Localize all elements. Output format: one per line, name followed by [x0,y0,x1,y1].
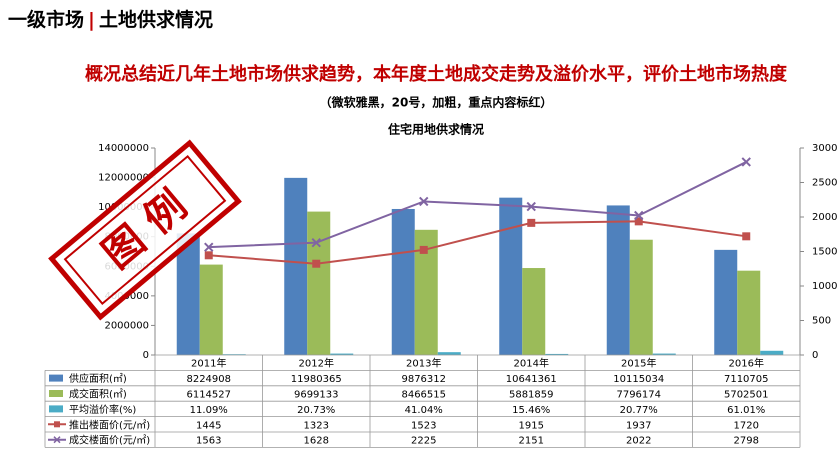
x-tick-label: 2015年 [621,357,656,370]
y-tick-label: 2000000 [104,320,149,331]
bar [714,249,738,355]
y2-tick-label: 3000 [812,143,837,154]
y-tick-label: 0 [143,350,149,361]
table-cell: 5702501 [724,390,769,401]
table-cell: 7796174 [616,390,661,401]
marker [419,196,429,207]
marker [419,245,428,254]
table-cell: 2798 [734,436,759,447]
legend-marker [53,436,61,444]
table-cell: 41.04% [405,405,443,416]
bar [391,208,415,355]
table-cell: 1523 [411,420,436,431]
y-tick-label: 12000000 [98,173,149,184]
table-cell: 1563 [196,436,221,447]
header-sep: | [88,9,95,31]
plot: 0200000040000006000000800000010000000120… [44,143,837,448]
table-cell: 5881859 [509,390,554,401]
legend-label: 成交面积(㎡) [69,388,127,401]
marker [204,242,214,252]
table-cell: 9699133 [294,390,339,401]
y2-tick-label: 1000 [812,281,837,292]
y2-tick-label: 1500 [812,247,837,258]
y2-tick-label: 0 [812,350,818,361]
legend-label: 平均溢价率(%) [69,403,136,416]
y2-tick-label: 2500 [812,178,837,189]
x-tick-label: 2014年 [514,357,549,370]
bar [199,264,223,355]
table-cell: 1720 [734,420,759,431]
table-cell: 1445 [196,420,221,431]
marker [742,232,751,241]
legend-swatch [49,374,63,382]
table-cell: 10115034 [613,374,664,385]
table-cell: 20.77% [620,405,658,416]
marker [634,210,644,221]
table-cell: 7110705 [724,374,769,385]
y-tick-label: 14000000 [98,143,149,154]
line [208,220,747,265]
y2-tick-label: 500 [812,316,831,327]
marker [204,251,213,260]
table-cell: 6114527 [186,390,231,401]
stamp-border [48,139,242,321]
bar [545,353,569,355]
marker [634,217,643,226]
marker [312,259,321,268]
x-tick-label: 2012年 [299,357,334,370]
legend-label: 推出楼面价(元/㎡) [69,418,150,431]
bar [652,353,676,355]
table-cell: 10641361 [506,374,557,385]
legend-swatch [49,390,63,397]
x-tick-label: 2016年 [729,357,764,370]
y2-tick-label: 2000 [812,212,837,223]
table-cell: 8466515 [401,390,446,401]
header-left: 一级市场 [8,8,84,31]
bar [760,350,784,355]
table-cell: 2151 [519,436,544,447]
table-cell: 2022 [626,436,651,447]
header-right: 土地供求情况 [99,8,213,31]
stamp-inner [63,154,227,306]
headline: 概况总结近几年土地市场供求趋势，本年度土地成交走势及溢价水平，评价土地市场热度 [85,63,788,85]
legend-label: 供应面积(㎡) [69,372,127,385]
line [208,161,747,249]
table-cell: 1323 [304,420,329,431]
note: （微软雅黑，20号，加粗，重点内容标红） [320,95,553,110]
chart-title: 住宅用地供求情况 [388,122,484,137]
marker [527,218,536,227]
legend-marker [54,421,60,428]
x-tick-label: 2013年 [406,357,441,370]
table-cell: 61.01% [727,405,765,416]
bar [606,205,630,355]
bar [414,229,438,355]
bar [737,270,761,355]
bar [437,352,461,355]
table-cell: 9876312 [401,374,446,385]
table-cell: 11.09% [190,405,228,416]
table-cell: 8224908 [186,374,231,385]
bar [176,233,200,355]
table-cell: 1628 [304,436,329,447]
table-cell: 15.46% [512,405,550,416]
table-cell: 20.73% [297,405,335,416]
bar [307,211,331,355]
bar [499,197,523,355]
table-cell: 1915 [519,420,544,431]
table-cell: 1937 [626,420,651,431]
marker [526,201,536,212]
table-cell: 11980365 [291,374,342,385]
table-cell: 2225 [411,436,436,447]
x-tick-label: 2011年 [191,357,226,370]
marker [741,157,751,167]
legend-swatch [49,405,63,413]
legend-label: 成交楼面价(元/㎡) [69,434,150,447]
marker [311,237,321,248]
bar [330,353,354,355]
bar [629,239,653,355]
bar [284,177,308,355]
bar [522,268,546,355]
header: 一级市场 | 土地供求情况 [8,8,213,31]
